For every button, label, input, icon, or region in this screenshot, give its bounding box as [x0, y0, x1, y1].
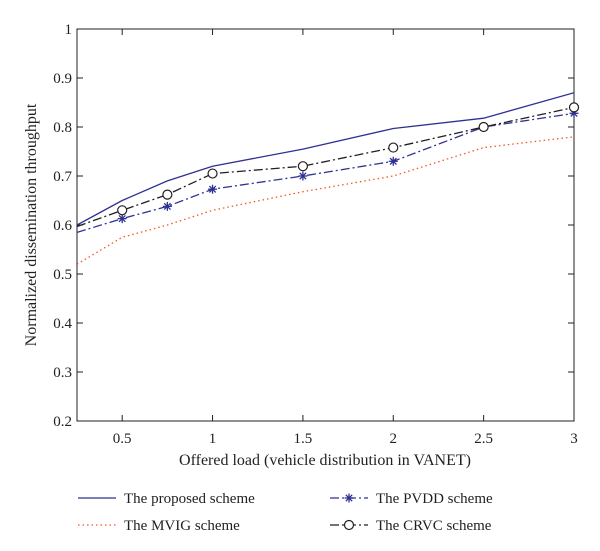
y-axis-title: Normalized dissemination throughput	[23, 103, 40, 346]
legend-item: The proposed scheme	[78, 491, 255, 507]
data-point	[478, 121, 489, 133]
y-tick-label: 0.7	[53, 169, 72, 185]
axis-ticks: 0.5 1 1.5 2 2.5 3 0.2 0.3 0.4 0.5 0.6 0.7 0.8 0.9 1	[53, 22, 578, 447]
y-tick-label: 0.8	[53, 120, 72, 136]
y-tick-label: 1	[65, 22, 73, 38]
data-point-stroke	[299, 172, 307, 180]
marker-layer	[117, 102, 580, 224]
data-point	[568, 102, 580, 113]
data-point	[117, 214, 127, 224]
y-tick-label: 0.9	[53, 71, 72, 87]
data-point	[117, 205, 128, 216]
y-tick-label: 0.5	[53, 267, 72, 283]
legend-item: The MVIG scheme	[78, 518, 240, 534]
x-tick-label: 3	[570, 431, 578, 447]
data-point	[388, 156, 398, 166]
data-point	[162, 189, 173, 200]
legend-item: The PVDD scheme	[330, 491, 493, 507]
series-line-3	[77, 136, 574, 265]
data-point	[298, 171, 308, 181]
series-line-2	[77, 112, 574, 234]
legend-label: The CRVC scheme	[376, 518, 492, 534]
y-tick-label: 0.3	[53, 365, 72, 381]
legend-item: The CRVC scheme	[330, 518, 492, 534]
data-point-stroke	[163, 202, 172, 211]
x-tick-label: 2.5	[474, 431, 493, 447]
data-point	[343, 519, 355, 531]
data-point	[162, 201, 172, 211]
legend-label: The PVDD scheme	[376, 491, 493, 507]
x-tick-label: 1	[209, 431, 217, 447]
x-tick-label: 0.5	[113, 431, 132, 447]
x-axis-title: Offered load (vehicle distribution in VA…	[179, 452, 471, 469]
y-tick-label: 0.6	[53, 218, 72, 234]
data-point	[208, 184, 218, 194]
series-layer	[77, 92, 574, 265]
data-point	[388, 142, 399, 153]
series-line-1	[77, 92, 574, 226]
data-point	[207, 168, 218, 179]
legend: The proposed scheme The PVDD scheme The MV…	[78, 491, 493, 534]
y-tick-label: 0.2	[53, 414, 72, 430]
x-tick-label: 2	[390, 431, 398, 447]
data-point-stroke	[208, 185, 217, 193]
legend-label: The proposed scheme	[124, 491, 255, 507]
data-point-stroke	[389, 157, 397, 165]
legend-label: The MVIG scheme	[124, 518, 240, 534]
series-line-4	[77, 106, 574, 228]
data-point-stroke	[118, 214, 126, 223]
x-tick-label: 1.5	[294, 431, 313, 447]
y-tick-label: 0.4	[53, 316, 72, 332]
data-point	[297, 161, 309, 172]
data-point-stroke	[345, 494, 353, 502]
data-point	[344, 493, 354, 503]
plot-frame	[76, 28, 575, 422]
